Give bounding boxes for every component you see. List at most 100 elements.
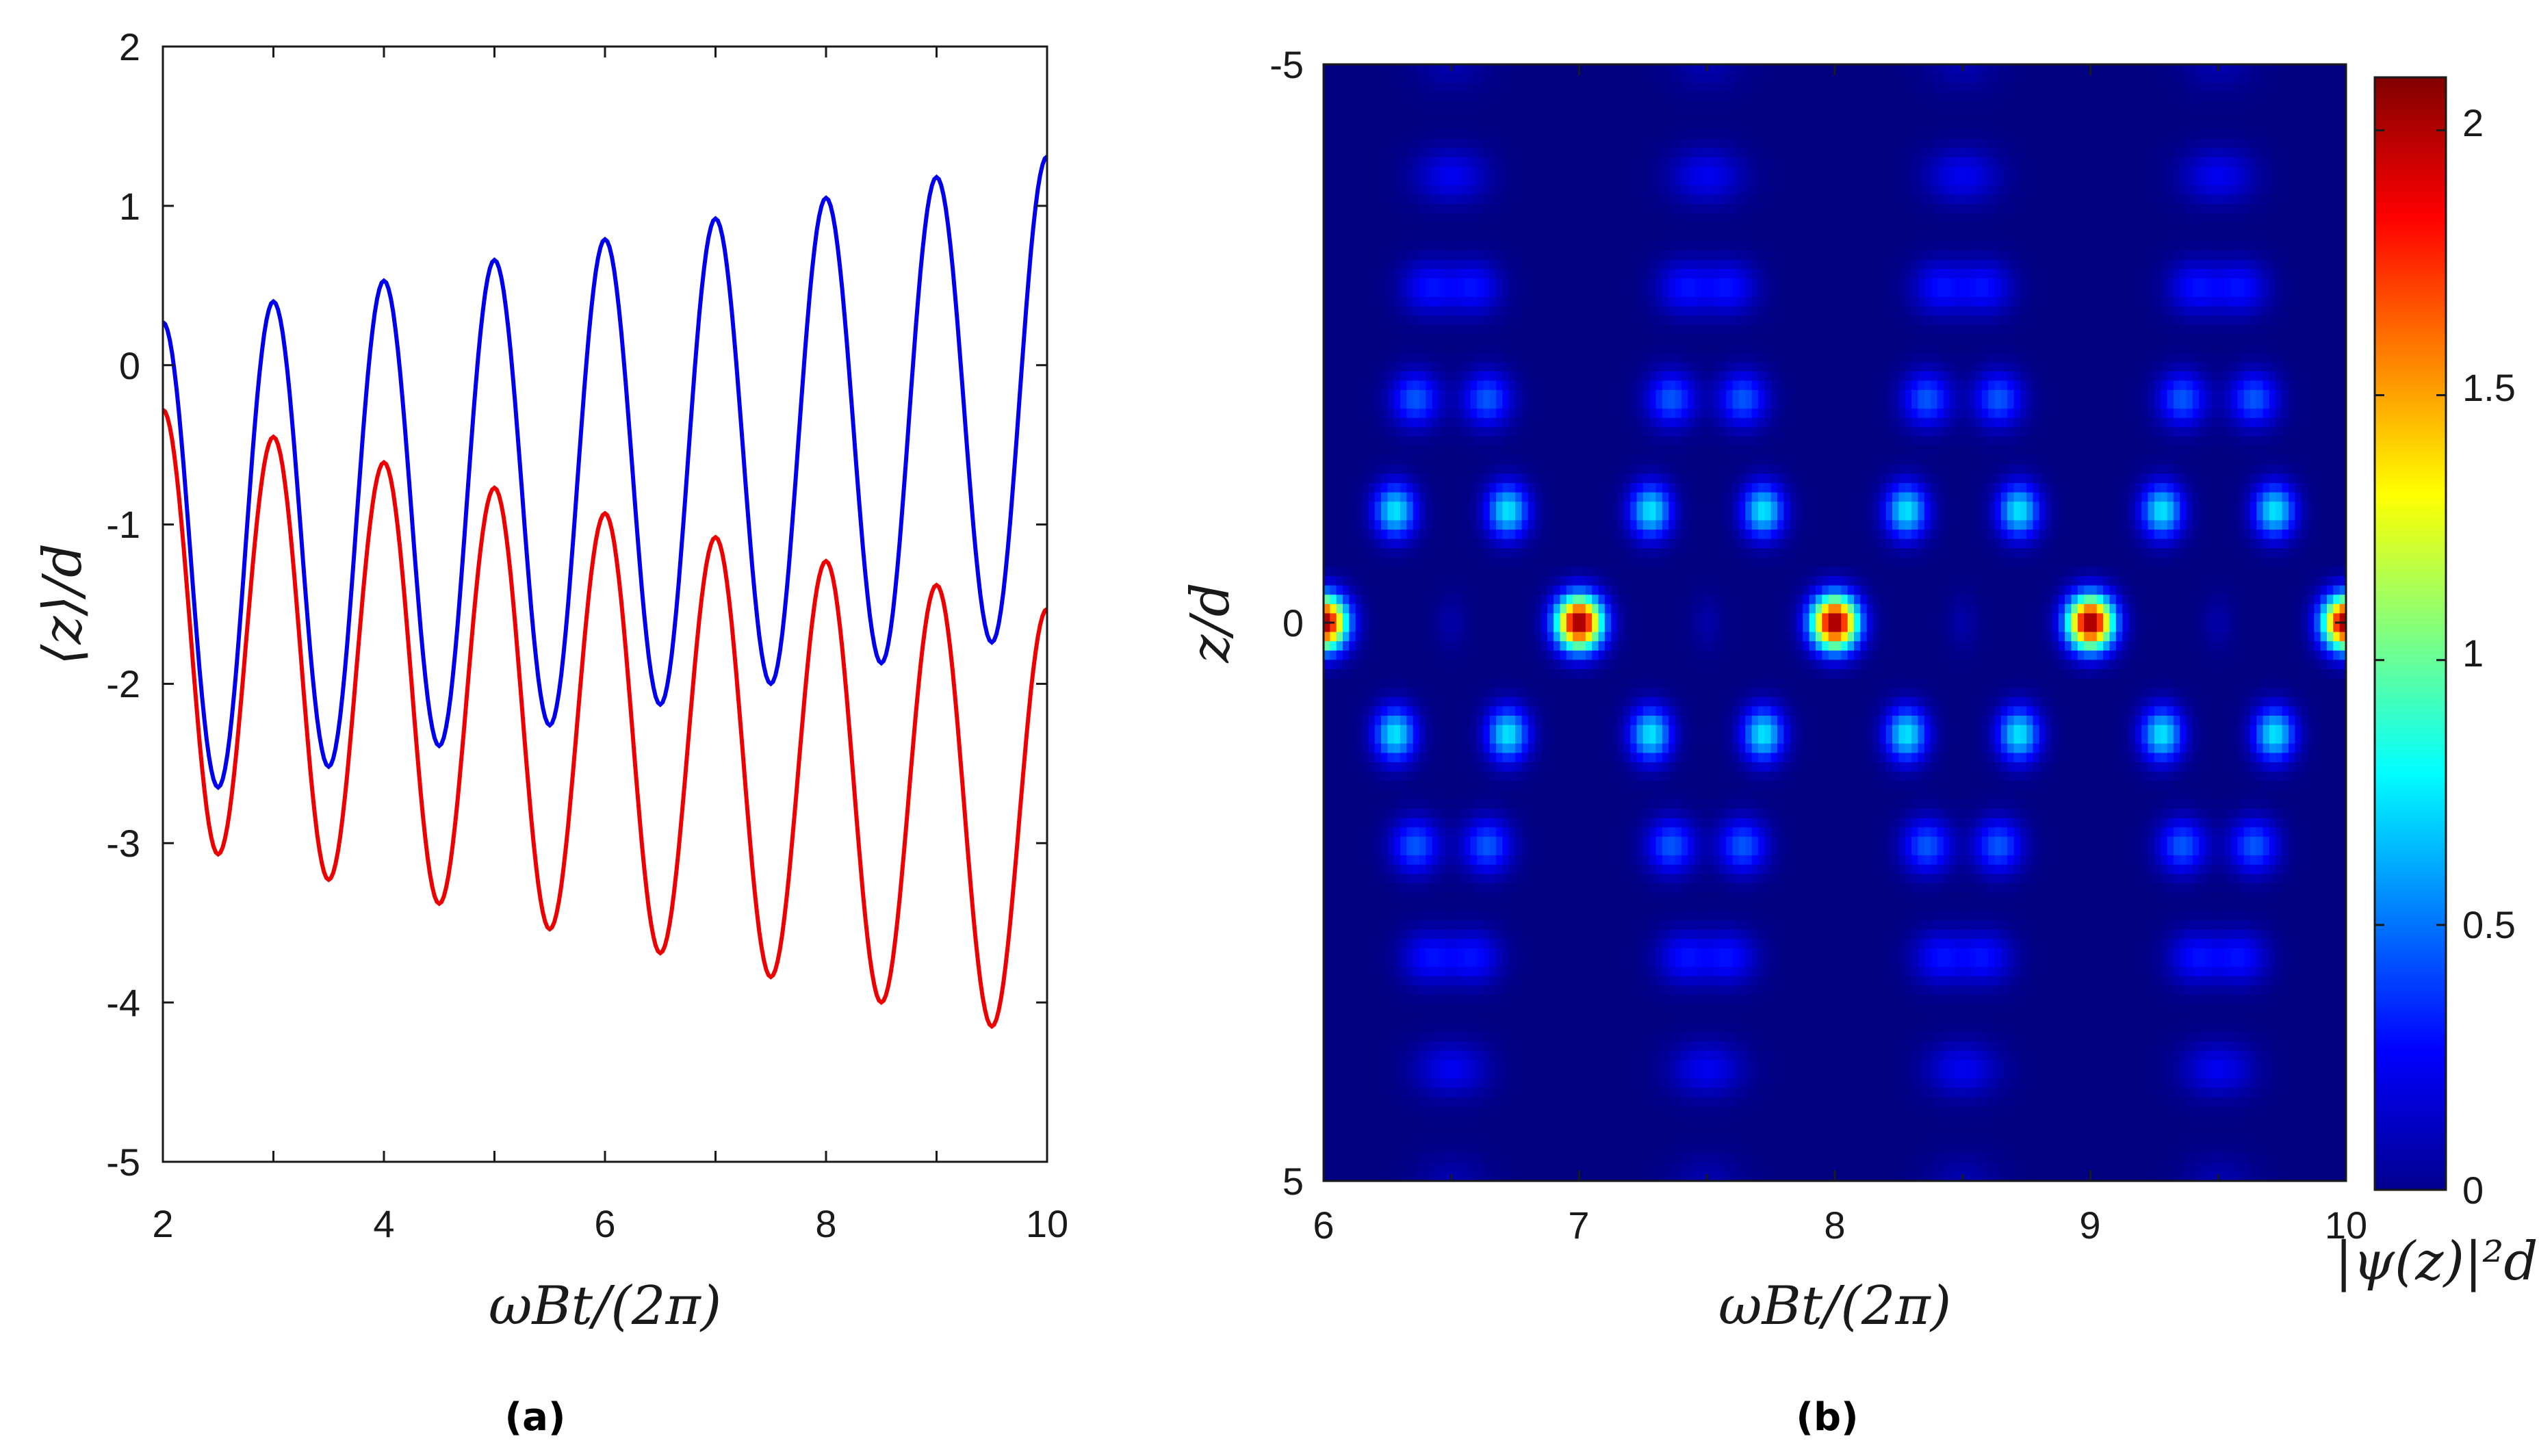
heatmap-cell [1426, 83, 1433, 93]
heatmap-cell [1413, 250, 1420, 261]
heatmap-cell [1336, 343, 1343, 354]
heatmap-cell [1541, 64, 1548, 75]
heatmap-cell [1554, 725, 1561, 735]
heatmap-cell [1573, 734, 1580, 744]
heatmap-cell [1324, 1088, 1330, 1098]
heatmap-cell [1464, 120, 1471, 130]
heatmap-cell [1541, 148, 1548, 158]
panel-a-ylabel: ⟨z⟩/d [32, 543, 94, 665]
heatmap-cell [1496, 548, 1504, 558]
heatmap-cell [1579, 437, 1586, 447]
heatmap-cell [1349, 1022, 1356, 1032]
heatmap-cell [1521, 445, 1529, 456]
heatmap-cell [1515, 725, 1523, 735]
heatmap-cell [1445, 799, 1452, 809]
heatmap-cell [1355, 623, 1363, 633]
heatmap-cell [1502, 399, 1510, 409]
heatmap-cell [1458, 1153, 1465, 1163]
heatmap-cell [1585, 241, 1593, 251]
heatmap-cell [1330, 567, 1337, 577]
heatmap-cell [1324, 892, 1330, 902]
heatmap-cell [1381, 250, 1388, 261]
heatmap-cell [1349, 725, 1356, 735]
heatmap-cell [1554, 1143, 1561, 1154]
heatmap-cell [1336, 1078, 1343, 1089]
heatmap-cell [1573, 809, 1580, 819]
heatmap-cell [1515, 1050, 1523, 1061]
heatmap-cell [1445, 911, 1452, 921]
heatmap-cell [1464, 641, 1471, 651]
heatmap-cell [1419, 771, 1426, 781]
heatmap-cell [1483, 660, 1491, 670]
heatmap-cell [1400, 1143, 1407, 1154]
heatmap-cell [1566, 1125, 1573, 1135]
heatmap-cell [1464, 417, 1471, 428]
heatmap-cell [1439, 623, 1446, 633]
heatmap-cell [1521, 595, 1529, 605]
heatmap-cell [1502, 1115, 1510, 1126]
heatmap-cell [1324, 510, 1330, 521]
heatmap-cell [1445, 1022, 1452, 1032]
heatmap-cell [1496, 1078, 1504, 1089]
heatmap-cell [1330, 818, 1337, 828]
heatmap-cell [1483, 725, 1491, 735]
heatmap-cell [1336, 613, 1343, 623]
heatmap-cell [1355, 595, 1363, 605]
heatmap-cell [1470, 129, 1478, 140]
heatmap-cell [1508, 1060, 1516, 1070]
heatmap-cell [1470, 1050, 1478, 1061]
heatmap-cell [1368, 716, 1376, 726]
heatmap-cell [1343, 101, 1350, 112]
heatmap-cell [1406, 706, 1414, 716]
heatmap-cell [1406, 492, 1414, 502]
heatmap-cell [1554, 1022, 1561, 1032]
heatmap-cell [1439, 725, 1446, 735]
heatmap-cell [1374, 585, 1382, 595]
heatmap-cell [1343, 1078, 1350, 1089]
heatmap-cell [1541, 734, 1548, 744]
heatmap-cell [1419, 734, 1426, 744]
heatmap-cell [1330, 855, 1337, 866]
heatmap-cell [1439, 176, 1446, 186]
heatmap-cell [1426, 697, 1433, 707]
heatmap-cell [1470, 567, 1478, 577]
heatmap-cell [1406, 1022, 1414, 1032]
heatmap-cell [1393, 1115, 1401, 1126]
heatmap-cell [1343, 278, 1350, 288]
heatmap-cell [1566, 408, 1573, 419]
heatmap-cell [1470, 883, 1478, 893]
heatmap-cell [1343, 548, 1350, 558]
heatmap-cell [1521, 269, 1529, 279]
heatmap-cell [1477, 92, 1484, 102]
heatmap-cell [1560, 1050, 1567, 1061]
heatmap-cell [1387, 213, 1395, 223]
heatmap-cell [1470, 771, 1478, 781]
heatmap-cell [1419, 595, 1426, 605]
heatmap-cell [1477, 148, 1484, 158]
heatmap-cell [1560, 734, 1567, 744]
heatmap-cell [1477, 948, 1484, 959]
heatmap-cell [1419, 1153, 1426, 1163]
heatmap-cell [1483, 734, 1491, 744]
heatmap-cell [1381, 185, 1388, 195]
heatmap-cell [1324, 371, 1330, 381]
heatmap-cell [1355, 892, 1363, 902]
heatmap-cell [1470, 111, 1478, 121]
heatmap-cell [1362, 1078, 1369, 1089]
heatmap-cell [1381, 502, 1388, 512]
heatmap-cell [1355, 957, 1363, 967]
heatmap-cell [1579, 799, 1586, 809]
heatmap-cell [1343, 1050, 1350, 1061]
heatmap-cell [1528, 1013, 1535, 1024]
heatmap-cell [1406, 1069, 1414, 1079]
heatmap-cell [1541, 799, 1548, 809]
heatmap-cell [1445, 241, 1452, 251]
heatmap-cell [1368, 967, 1376, 977]
heatmap-cell [1502, 213, 1510, 223]
heatmap-cell [1502, 231, 1510, 242]
heatmap-cell [1579, 650, 1586, 660]
heatmap-cell [1368, 781, 1376, 791]
heatmap-cell [1324, 595, 1330, 605]
heatmap-cell [1349, 408, 1356, 419]
heatmap-cell [1406, 334, 1414, 344]
